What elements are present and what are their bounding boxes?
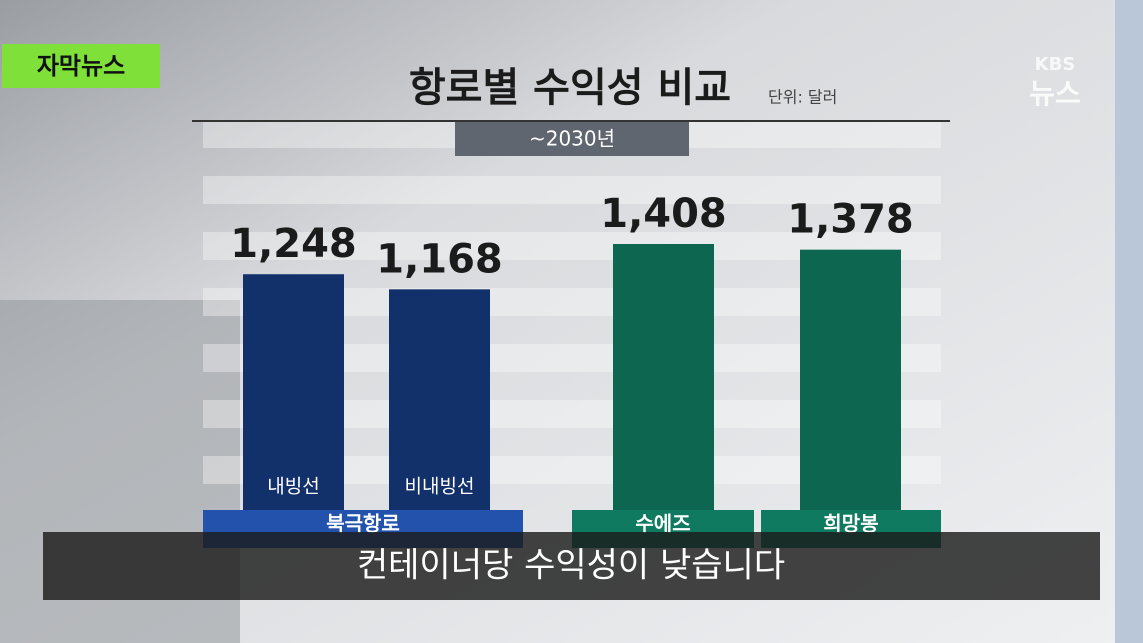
side-strip xyxy=(1115,0,1143,643)
caption-box xyxy=(43,532,1100,600)
bar xyxy=(613,244,714,510)
value-label: 1,378 xyxy=(787,197,914,243)
value-label: 1,168 xyxy=(376,236,503,282)
badge-box xyxy=(2,44,160,88)
bar xyxy=(389,289,490,510)
stripe xyxy=(203,176,941,204)
subtitle-box xyxy=(455,122,689,156)
logo-brand: KBS xyxy=(1035,54,1076,75)
bar xyxy=(243,274,344,510)
logo-name: 뉴스 xyxy=(1029,77,1081,110)
bar xyxy=(800,249,901,511)
group-label: 북극항로 xyxy=(326,512,400,536)
group-label: 희망봉 xyxy=(823,512,878,536)
caption: 컨테이너당 수익성이 낮습니다 xyxy=(357,546,785,586)
category-label: 내빙선 xyxy=(267,476,319,498)
category-label: 비내빙선 xyxy=(405,476,475,498)
group-label: 수에즈 xyxy=(635,512,690,536)
value-label: 1,408 xyxy=(600,191,727,237)
value-label: 1,248 xyxy=(230,221,357,267)
unit-note: 단위: 달러 xyxy=(768,88,837,107)
subtitle: ~2030년 xyxy=(529,127,615,151)
chart-title: 항로별 수익성 비교 xyxy=(409,65,731,111)
badge: 자막뉴스 xyxy=(37,52,125,80)
